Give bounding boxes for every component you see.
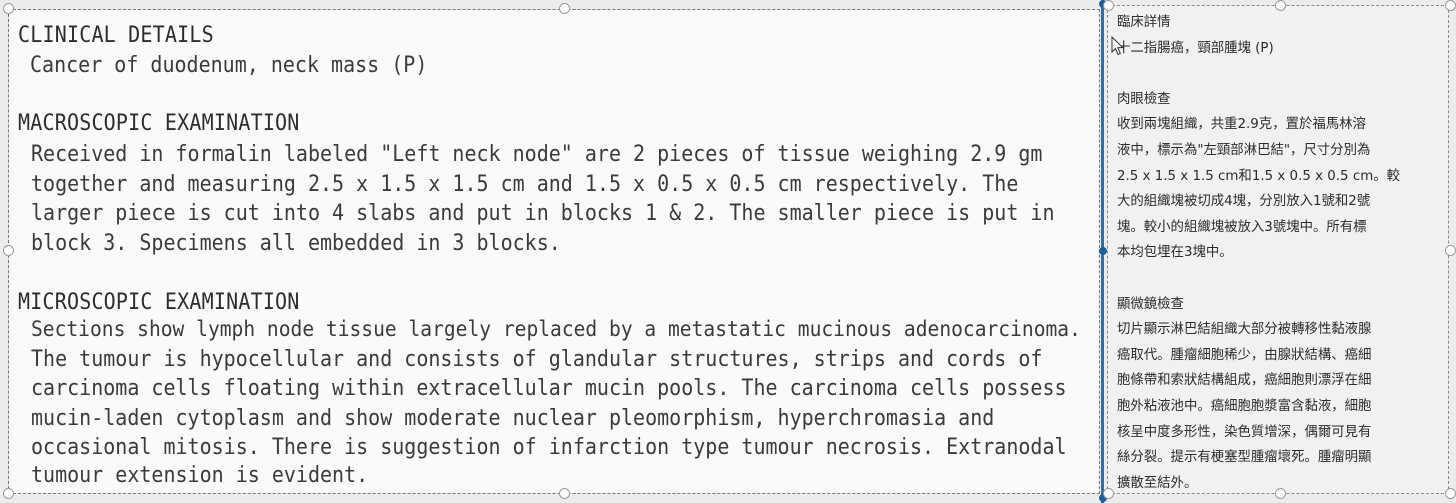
micro-line: The tumour is hypocellular and consists … (31, 345, 1043, 372)
report-image[interactable]: CLINICAL DETAILS Cancer of duodenum, nec… (8, 9, 1100, 494)
translation-micro-line: 絲分裂。提示有梗塞型腫瘤壞死。腫瘤明顯 (1117, 450, 1372, 466)
translation-text: 臨床詳情 十二指腸癌，頸部腫塊 (P) 肉眼檢查 收到兩塊組織，共重2.9克，置… (1117, 10, 1439, 496)
resize-handle-bottom[interactable] (559, 488, 570, 499)
translation-macro-line: 本均包埋在3塊中。 (1117, 245, 1233, 261)
micro-line: tumour extension is evident. (31, 461, 369, 488)
clinical-heading: CLINICAL DETAILS (18, 21, 214, 48)
panel-handle-bottom[interactable] (1275, 488, 1286, 499)
macro-line: together and measuring 2.5 x 1.5 x 1.5 c… (31, 170, 1019, 197)
translation-micro-heading: 顯微鏡檢查 (1117, 296, 1184, 312)
resize-handle-left[interactable] (3, 245, 14, 256)
macro-line: block 3. Specimens all embedded in 3 blo… (31, 229, 561, 256)
panel-handle-right[interactable] (1445, 245, 1456, 256)
resize-handle-top[interactable] (559, 3, 570, 14)
translation-macro-line: 大的組織塊被切成4塊，分別放入1號和2號 (1117, 194, 1371, 210)
resize-handle-top-left[interactable] (3, 3, 14, 14)
translation-micro-line: 癌取代。腫瘤細胞稀少，由腺狀結構、癌細 (1117, 347, 1372, 363)
macro-heading: MACROSCOPIC EXAMINATION (18, 109, 300, 136)
translation-clinical-heading: 臨床詳情 (1117, 15, 1171, 30)
translation-micro-line: 擴散至結外。 (1117, 475, 1198, 491)
translation-macro-heading: 肉眼檢查 (1117, 91, 1171, 107)
translation-clinical-text: 十二指腸癌，頸部腫塊 (P) (1117, 40, 1274, 56)
mouse-pointer-icon (1111, 36, 1125, 56)
divider-handle-middle[interactable] (1099, 247, 1107, 255)
micro-line: carcinoma cells floating within extracel… (31, 374, 1067, 401)
panel-handle-bottom-left[interactable] (1103, 488, 1114, 499)
translation-micro-line: 切片顯示淋巴結組織大部分被轉移性黏液腺 (1117, 322, 1372, 338)
translation-macro-line: 收到兩塊組織，共重2.9克，置於福馬林溶 (1117, 117, 1366, 133)
translation-micro-line: 核呈中度多形性，染色質增深，偶爾可見有 (1117, 424, 1372, 440)
translation-macro-line: 液中，標示為"左頸部淋巴結"，尺寸分別為 (1117, 142, 1371, 158)
micro-line: Sections show lymph node tissue largely … (31, 316, 1081, 342)
translation-macro-line: 2.5 x 1.5 x 1.5 cm和1.5 x 0.5 x 0.5 cm。較 (1117, 168, 1401, 184)
panel-handle-bottom-right[interactable] (1445, 488, 1456, 499)
translation-panel[interactable]: 臨床詳情 十二指腸癌，頸部腫塊 (P) 肉眼檢查 收到兩塊組織，共重2.9克，置… (1107, 5, 1449, 494)
resize-handle-bottom-left[interactable] (3, 488, 14, 499)
panel-handle-top[interactable] (1275, 0, 1286, 11)
translation-micro-line: 胞條帶和索狀結構組成，癌細胞則漂浮在細 (1117, 373, 1372, 389)
translation-macro-line: 塊。較小的組織塊被放入3號塊中。所有標 (1117, 219, 1367, 235)
clinical-text: Cancer of duodenum, neck mass (P) (30, 51, 428, 78)
panel-handle-top-right[interactable] (1445, 0, 1456, 11)
micro-line: mucin-laden cytoplasm and show moderate … (31, 404, 995, 431)
macro-line: Received in formalin labeled "Left neck … (31, 140, 1043, 167)
micro-heading: MICROSCOPIC EXAMINATION (18, 288, 300, 315)
macro-line: larger piece is cut into 4 slabs and put… (31, 199, 1055, 226)
micro-line: occasional mitosis. There is suggestion … (31, 433, 1067, 460)
translation-micro-line: 胞外粘液池中。癌細胞胞漿富含黏液，細胞 (1117, 398, 1372, 414)
panel-handle-top-left[interactable] (1103, 0, 1114, 11)
